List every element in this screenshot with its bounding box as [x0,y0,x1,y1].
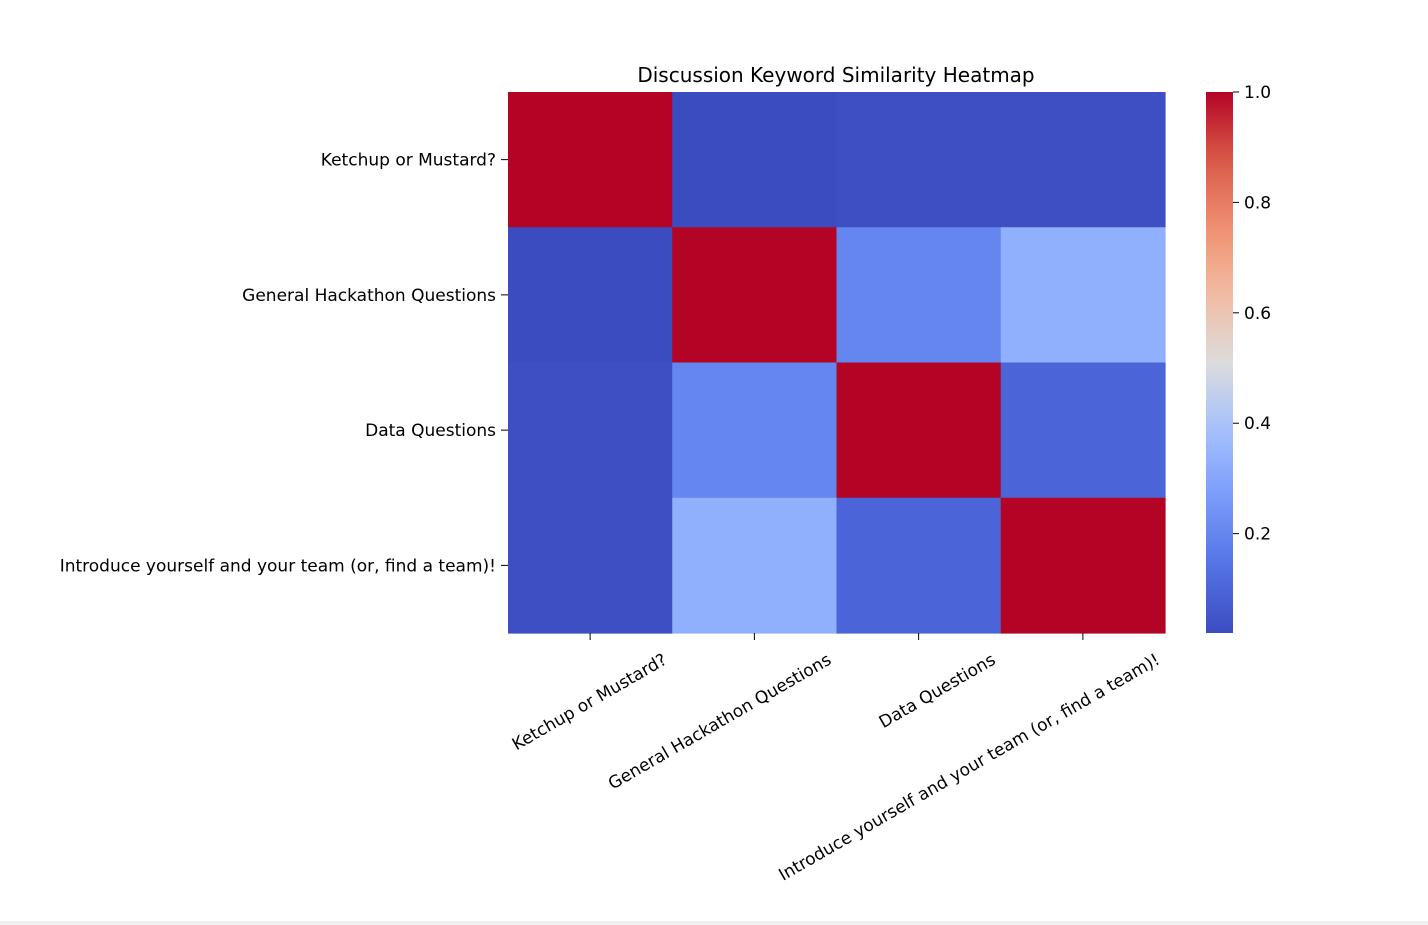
heatmap-cell [836,362,1002,499]
colorbar-tick-label: 0.4 [1244,414,1271,434]
heatmap-cell [672,227,838,364]
heatmap-cell [836,497,1002,634]
heatmap-cell [836,227,1002,364]
heatmap-cell [1000,92,1166,228]
heatmap-cell [672,497,838,634]
heatmap-cells [508,92,1166,634]
colorbar-gradient [1206,92,1233,633]
y-axis: Ketchup or Mustard? General Hackathon Que… [60,151,508,576]
y-tick-label: General Hackathon Questions [242,286,496,306]
heatmap-cell [508,227,673,364]
colorbar-tick-label: 0.8 [1244,193,1271,213]
heatmap-cell [508,92,673,228]
chart-title: Discussion Keyword Similarity Heatmap [637,63,1034,87]
heatmap-cell [672,92,838,228]
heatmap-cell [836,92,1002,228]
y-tick-label: Introduce yourself and your team (or, fi… [60,556,496,576]
colorbar: 0.2 0.4 0.6 0.8 1.0 [1206,83,1271,633]
x-tick-label: Ketchup or Mustard? [509,650,671,755]
heatmap-cell [1000,362,1166,499]
heatmap-cell [508,362,673,499]
colorbar-tick-label: 1.0 [1244,83,1271,103]
x-tick-label: Introduce yourself and your team (or, fi… [776,650,1164,885]
y-tick-label: Data Questions [365,421,496,441]
heatmap-cell [672,362,838,499]
heatmap-cell [1000,227,1166,364]
heatmap-cell [1000,497,1166,634]
y-tick-label: Ketchup or Mustard? [321,151,496,171]
heatmap-cell [508,497,673,634]
x-axis: Ketchup or Mustard?General Hackathon Que… [509,633,1163,885]
colorbar-tick-label: 0.2 [1244,525,1271,545]
colorbar-tick-label: 0.6 [1244,304,1271,324]
x-tick-label: Data Questions [876,650,999,733]
bottom-strip [0,921,1428,925]
